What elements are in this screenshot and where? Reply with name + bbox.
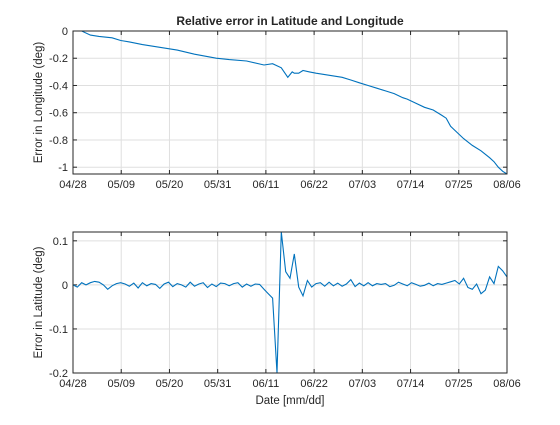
y-tick-label: -0.2 (49, 53, 68, 65)
y-tick-label: 0.1 (53, 236, 68, 248)
y-axis-label: Error in Longitude (deg) (33, 42, 45, 164)
x-axis-label: Date [mm/dd] (255, 395, 324, 407)
x-tick-label: 04/28 (59, 378, 87, 390)
x-tick-label: 06/11 (253, 179, 280, 191)
x-tick-label: 06/11 (253, 378, 280, 390)
chart-title: Relative error in Latitude and Longitude (176, 14, 404, 28)
x-tick-label: 07/14 (397, 179, 425, 191)
y-tick-label: -0.4 (49, 80, 68, 92)
plot-area (72, 30, 508, 175)
x-tick-label: 05/20 (156, 378, 184, 390)
data-series-line (72, 231, 508, 374)
x-tick-label: 04/28 (59, 179, 87, 191)
x-tick-label: 05/09 (107, 378, 135, 390)
y-tick-label: -0.6 (49, 108, 68, 120)
x-tick-label: 07/03 (349, 179, 377, 191)
x-tick-label: 06/22 (300, 179, 328, 191)
x-tick-label: 08/06 (493, 179, 521, 191)
axes-box (72, 231, 508, 374)
x-tick-label: 05/09 (107, 179, 135, 191)
x-tick-label: 07/03 (349, 378, 377, 390)
x-tick-label: 05/31 (204, 378, 232, 390)
plot-area (72, 231, 508, 374)
x-tick-label: 07/25 (445, 179, 473, 191)
y-tick-label: -1 (58, 162, 68, 174)
x-tick-label: 07/25 (445, 378, 473, 390)
data-series-line (73, 30, 508, 175)
y-tick-label: 0 (62, 26, 68, 38)
x-tick-label: 05/20 (156, 179, 184, 191)
latitude-error-panel: 04/28 05/09 05/20 05/31 06/11 06/22 07/03 07/14… (33, 231, 521, 407)
y-tick-label: -0.1 (49, 324, 68, 336)
y-tick-label: -0.8 (49, 135, 68, 147)
x-tick-label: 08/06 (493, 378, 521, 390)
axes-box (72, 30, 508, 175)
y-tick-label: 0 (62, 280, 68, 292)
x-tick-label: 06/22 (300, 378, 328, 390)
x-tick-label: 07/14 (397, 378, 425, 390)
x-tick-label: 05/31 (204, 179, 232, 191)
y-axis-label: Error in Latitude (deg) (33, 246, 45, 358)
y-tick-label: -0.2 (49, 368, 68, 380)
longitude-error-panel: 04/28 05/09 05/20 05/31 06/11 06/22 07/03 07/14… (33, 14, 521, 191)
